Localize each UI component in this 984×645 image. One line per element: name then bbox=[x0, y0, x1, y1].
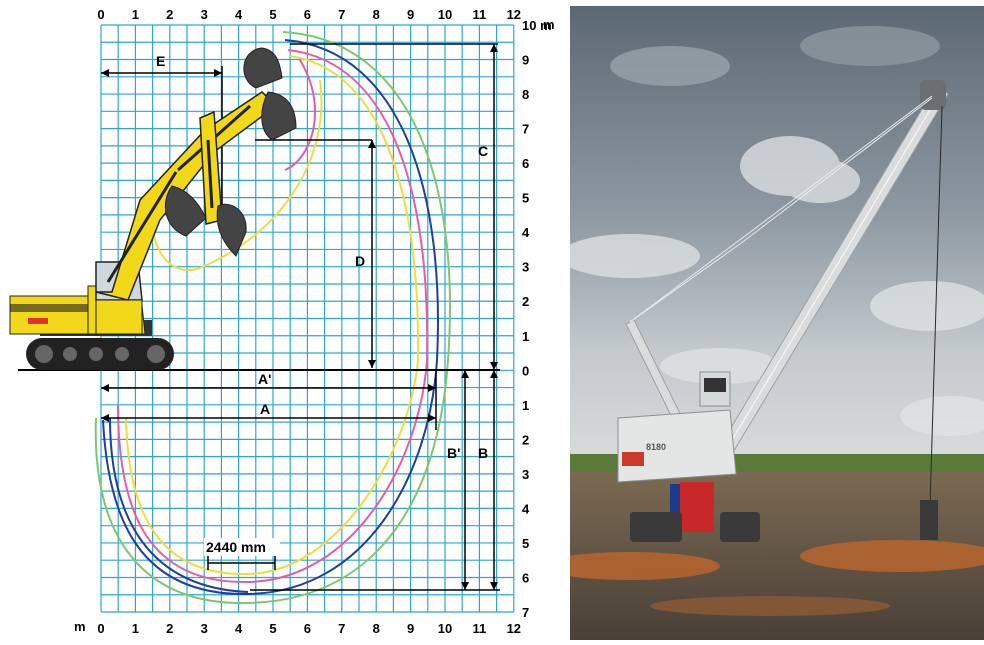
bucket-low-left bbox=[164, 185, 207, 237]
bottom-axis-tick: 10 bbox=[438, 621, 452, 636]
label-B: B bbox=[478, 445, 488, 461]
bucket-low-right bbox=[216, 203, 247, 257]
right-axis-tick: 1 bbox=[522, 329, 529, 344]
right-axis-upper-ticks: 10 m 9 8 7 6 5 4 3 2 1 0 bbox=[522, 18, 552, 378]
top-axis-tick: 10 bbox=[438, 7, 452, 22]
right-axis-tick: 2 bbox=[522, 294, 529, 309]
bottom-axis-tick: 0 bbox=[97, 621, 104, 636]
label-E: E bbox=[156, 53, 165, 69]
right-axis-tick: 6 bbox=[522, 570, 529, 585]
bottom-axis-tick: 12 bbox=[507, 621, 521, 636]
top-axis-tick: 6 bbox=[304, 7, 311, 22]
top-axis-tick: 0 bbox=[97, 7, 104, 22]
bottom-axis-tick: 7 bbox=[338, 621, 345, 636]
bucket-mid bbox=[261, 91, 297, 141]
top-axis-ticks: 0 1 2 3 4 5 6 7 8 9 10 11 12 bbox=[97, 7, 521, 22]
top-axis-tick: 8 bbox=[373, 7, 380, 22]
label-A-prime: A' bbox=[258, 371, 271, 387]
envelope-green bbox=[94, 31, 451, 605]
envelope-pink bbox=[117, 49, 429, 584]
crane-model-text: 8180 bbox=[646, 442, 666, 452]
envelope-yellow bbox=[125, 55, 420, 576]
excavator-reach-diagram: 0 1 2 3 4 5 6 7 8 9 10 11 12 m 0 1 2 3 4 5 6 7 8 9 10 11 12 m 10… bbox=[9, 7, 555, 636]
bottom-axis-tick: 8 bbox=[373, 621, 380, 636]
bottom-axis-tick: 6 bbox=[304, 621, 311, 636]
dimension-arrows bbox=[101, 44, 498, 590]
top-axis-tick: 3 bbox=[201, 7, 208, 22]
dimension-lines bbox=[101, 43, 500, 591]
bottom-axis-tick: 3 bbox=[201, 621, 208, 636]
right-axis-tick: 9 bbox=[522, 53, 529, 68]
top-axis-tick: 12 bbox=[507, 7, 521, 22]
right-axis-tick: 2 bbox=[522, 432, 529, 447]
top-axis-tick: 9 bbox=[407, 7, 414, 22]
bottom-axis-tick: 1 bbox=[132, 621, 139, 636]
bottom-axis-tick: 2 bbox=[166, 621, 173, 636]
right-axis-tick: 6 bbox=[522, 156, 529, 171]
bottom-axis-tick: 11 bbox=[473, 621, 487, 636]
envelope-blue bbox=[102, 39, 439, 596]
top-axis-tick: 5 bbox=[269, 7, 276, 22]
bucket-width-label: 2440 mm bbox=[206, 539, 266, 555]
right-axis-tick: 3 bbox=[522, 467, 529, 482]
excavator-illustration bbox=[9, 47, 297, 370]
grid bbox=[100, 24, 515, 613]
label-C: C bbox=[478, 143, 488, 159]
label-B-prime: B' bbox=[447, 445, 460, 461]
envelope-blue-lower bbox=[109, 417, 249, 593]
top-axis-tick: 11 bbox=[473, 7, 487, 22]
bottom-axis-tick: 9 bbox=[407, 621, 414, 636]
label-A: A bbox=[260, 401, 270, 417]
curl-arc-pink bbox=[284, 59, 316, 171]
right-axis-tick: 10 m bbox=[522, 18, 552, 33]
dragline-crane-icon: 8180 bbox=[617, 80, 949, 542]
right-axis-tick: 4 bbox=[522, 501, 530, 516]
right-axis-tick: 1 bbox=[522, 398, 529, 413]
right-axis-tick: 5 bbox=[522, 191, 529, 206]
top-axis-tick: 7 bbox=[338, 7, 345, 22]
right-axis-tick: 7 bbox=[522, 605, 529, 620]
bottom-axis-ticks: 0 1 2 3 4 5 6 7 8 9 10 11 12 bbox=[97, 621, 521, 636]
reach-envelopes bbox=[94, 31, 451, 605]
right-axis-tick: 8 bbox=[522, 87, 529, 102]
top-axis-tick: 4 bbox=[235, 7, 243, 22]
bottom-axis-unit: m bbox=[74, 619, 86, 634]
top-axis-unit: m bbox=[543, 17, 555, 32]
bucket-top bbox=[243, 47, 283, 89]
right-axis-tick: 5 bbox=[522, 536, 529, 551]
top-axis-tick: 1 bbox=[132, 7, 139, 22]
bottom-axis-tick: 5 bbox=[269, 621, 276, 636]
dragline-photo: 8180 bbox=[570, 6, 984, 640]
right-axis-tick: 0 bbox=[522, 363, 529, 378]
label-D: D bbox=[355, 253, 365, 269]
right-axis-tick: 3 bbox=[522, 260, 529, 275]
right-axis-tick: 4 bbox=[522, 225, 530, 240]
top-axis-tick: 2 bbox=[166, 7, 173, 22]
curl-arc-yellow bbox=[150, 79, 323, 271]
right-axis-tick: 7 bbox=[522, 122, 529, 137]
bottom-axis-tick: 4 bbox=[235, 621, 243, 636]
right-axis-lower-ticks: 1 2 3 4 5 6 7 bbox=[522, 398, 530, 620]
